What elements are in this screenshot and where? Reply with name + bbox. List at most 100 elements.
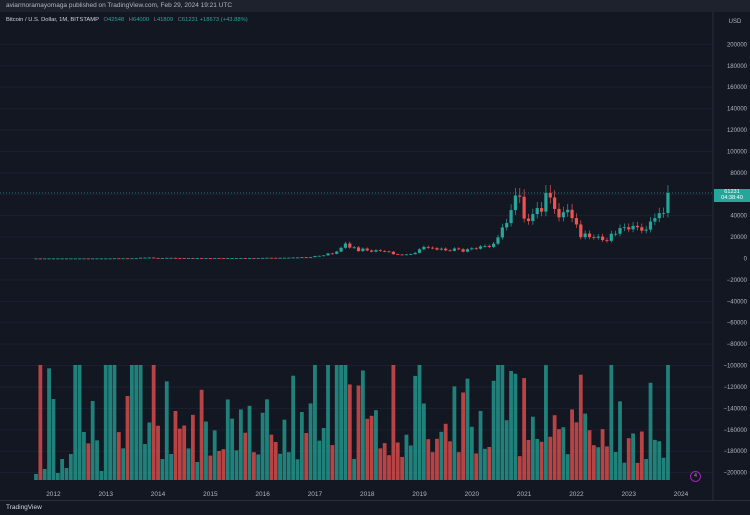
candle-body [178, 257, 182, 259]
candle-body [583, 233, 587, 238]
volume-bar [143, 444, 147, 480]
candle-body [413, 252, 417, 255]
volume-bar [230, 418, 235, 480]
volume-bar [286, 452, 291, 480]
volume-bar [334, 365, 339, 480]
volume-bar [530, 416, 535, 480]
candle-body [378, 250, 382, 252]
x-tick-label: 2012 [46, 491, 61, 498]
volume-bar [491, 380, 496, 480]
volume-bar [330, 445, 335, 480]
candle-body [553, 197, 557, 209]
volume-bar [483, 448, 487, 480]
candle-body [186, 258, 191, 259]
close-label: C [177, 17, 182, 23]
volume-bar [600, 429, 605, 480]
candle-body [500, 227, 504, 238]
candle-body [409, 254, 413, 255]
y-tick-label: 180000 [727, 64, 748, 70]
y-tick-label: −180000 [723, 449, 747, 455]
alert-icon[interactable]: 4 [690, 471, 701, 482]
candle-body [561, 212, 565, 218]
candle-body [531, 214, 535, 222]
volume-bar [583, 413, 588, 480]
volume-bar [173, 411, 178, 480]
volume-bar [252, 452, 256, 480]
candle-body [478, 246, 483, 249]
candle-body [239, 258, 243, 259]
candle-body [287, 257, 291, 259]
volume-bar [121, 448, 126, 480]
candle-body [217, 258, 221, 260]
volume-bar [382, 443, 387, 480]
candle-body [108, 258, 112, 260]
volume-bar [282, 419, 287, 480]
volume-bar [461, 392, 466, 480]
candle-body [73, 258, 77, 260]
y-tick-label: 0 [744, 257, 748, 263]
x-tick-label: 2020 [465, 491, 480, 498]
candle-body [627, 227, 631, 230]
volume-bar [343, 365, 348, 480]
candle-body [282, 257, 287, 259]
candle-body [313, 256, 317, 258]
volume-bar [321, 428, 326, 480]
candle-body [513, 195, 518, 211]
candle-body [356, 247, 361, 252]
volume-bar [86, 443, 91, 480]
volume-bar [103, 365, 108, 480]
volume-bar [591, 445, 596, 480]
x-tick-label: 2014 [151, 491, 166, 498]
volume-bar [90, 401, 95, 480]
volume-bar [208, 455, 213, 480]
volume-bar [129, 365, 134, 480]
footer-bar: TradingView [0, 500, 750, 515]
candle-body [457, 248, 461, 250]
price-chart[interactable]: 2000001800001600001400001200001000008000… [0, 12, 750, 500]
volume-bar [360, 370, 365, 480]
candle-body [574, 218, 579, 225]
volume-bar [125, 396, 130, 480]
candle-body [326, 253, 330, 256]
volume-bar [452, 386, 457, 480]
candle-body [600, 236, 605, 241]
candle-body [204, 258, 208, 260]
candle-body [304, 257, 308, 259]
candle-body [38, 258, 42, 260]
volume-bar [413, 375, 418, 480]
volume-bar [295, 459, 300, 480]
candle-body [448, 250, 452, 252]
candle-body [648, 221, 653, 230]
volume-bar [339, 365, 343, 480]
volume-bar [217, 451, 221, 480]
candle-body [618, 228, 622, 234]
volume-bar [448, 441, 452, 480]
volume-bar [609, 365, 614, 480]
x-tick-label: 2015 [203, 491, 218, 498]
volume-bar [156, 425, 160, 480]
y-tick-label: 200000 [727, 42, 748, 48]
volume-bar [613, 452, 618, 480]
candle-body [252, 258, 256, 259]
candle-body [300, 257, 304, 259]
candle-body [134, 258, 138, 260]
candle-body [587, 233, 592, 238]
candle-body [496, 237, 500, 244]
volume-bar [435, 438, 439, 480]
x-tick-label: 2018 [360, 491, 375, 498]
candle-body [69, 258, 73, 260]
candle-body [435, 248, 439, 250]
candle-body [147, 257, 151, 259]
volume-bar [199, 389, 204, 480]
candle-body [221, 258, 226, 260]
low-label: L [153, 17, 157, 23]
candle-body [64, 258, 69, 260]
x-tick-label: 2017 [308, 491, 323, 498]
volume-bar [391, 365, 396, 480]
volume-bar [177, 428, 182, 480]
candle-body [566, 209, 570, 213]
volume-bar [443, 423, 448, 480]
candle-body [474, 248, 478, 250]
y-tick-label: 120000 [727, 128, 748, 134]
volume-bar [299, 412, 304, 480]
